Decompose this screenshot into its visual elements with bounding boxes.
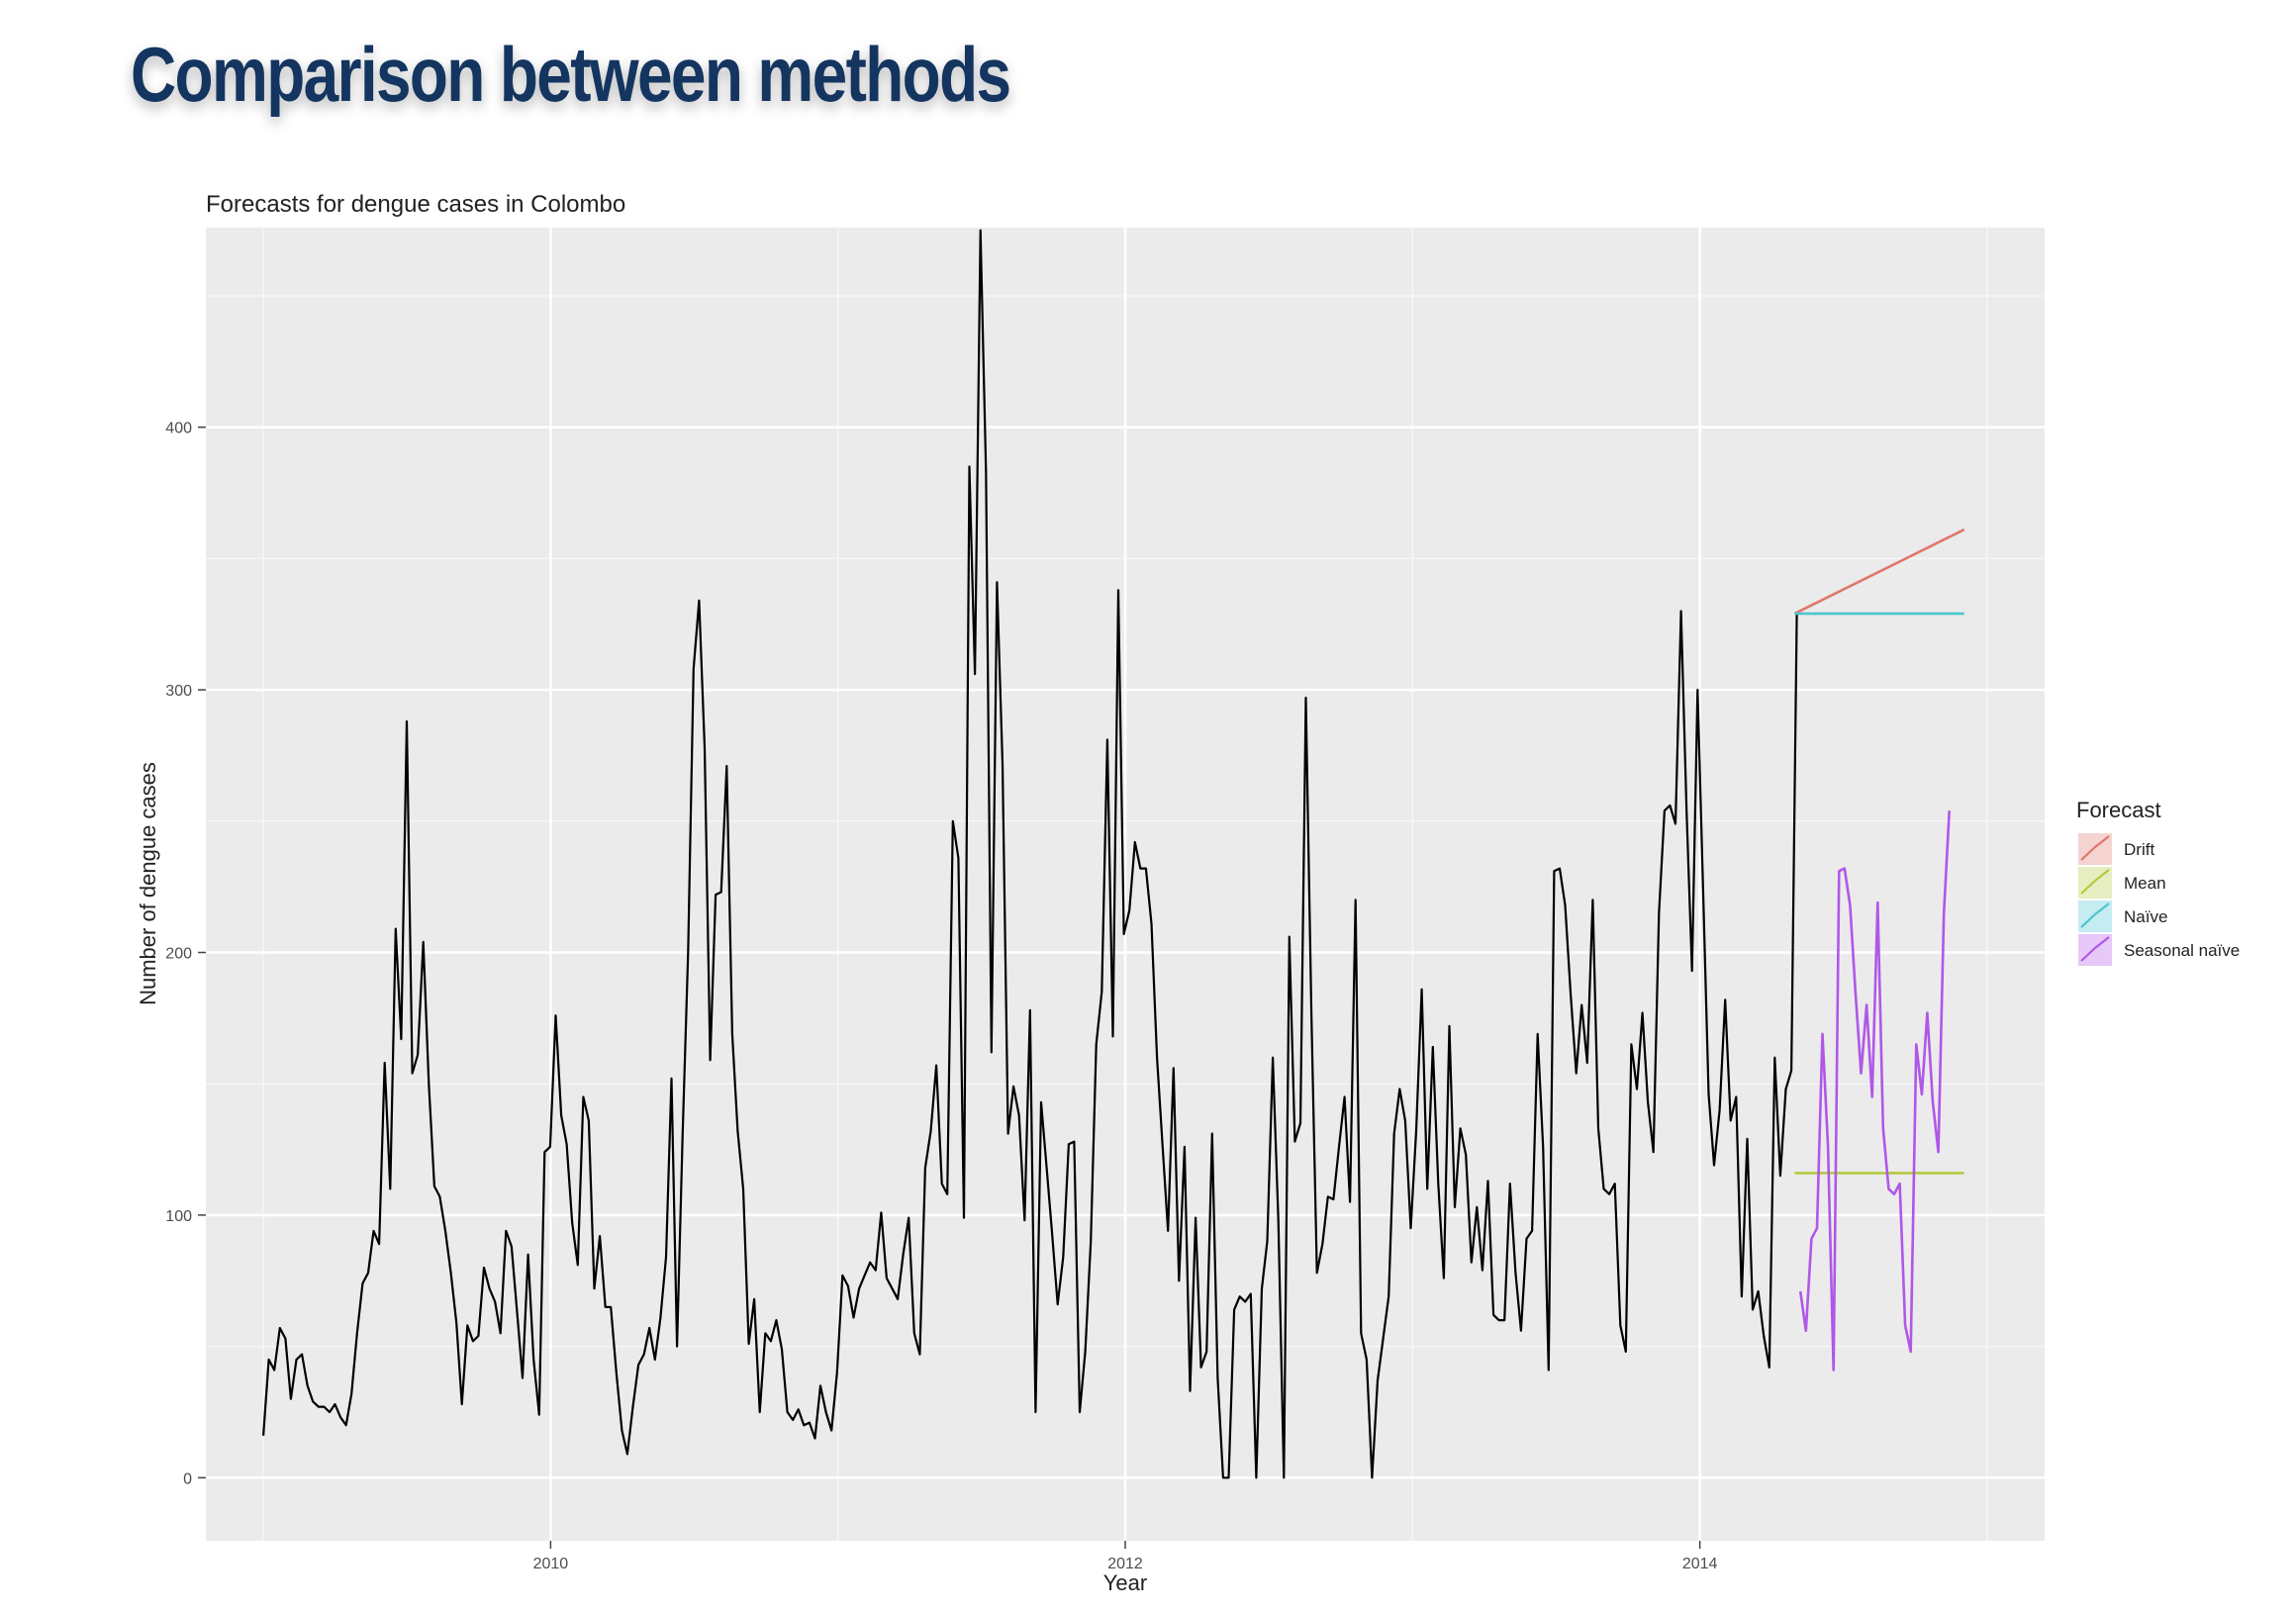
- legend-key-line: [2080, 835, 2110, 861]
- legend-item-na-ve: Naïve: [2078, 901, 2167, 932]
- y-tick-label: 400: [165, 421, 192, 437]
- y-tick-label: 100: [165, 1208, 192, 1225]
- series-line-drift: [1793, 528, 1965, 616]
- x-tick-label: 2012: [1107, 1556, 1143, 1572]
- legend-label-seasonal-na-ve: Seasonal naïve: [2124, 941, 2240, 960]
- x-axis-ticks: 2010 2012 2014: [533, 1541, 1718, 1572]
- y-tick-label: 200: [165, 946, 192, 963]
- legend-key-line: [2080, 902, 2110, 928]
- chart-title: Forecasts for dengue cases in Colombo: [206, 191, 625, 218]
- legend-key-line: [2080, 869, 2110, 895]
- legend-label-na-ve: Naïve: [2124, 907, 2167, 926]
- x-tick-label: 2014: [1682, 1556, 1718, 1572]
- series-layer: [262, 229, 1965, 1479]
- legend-title: Forecast: [2076, 798, 2161, 822]
- legend-key-line: [2080, 936, 2110, 962]
- y-tick-label: 300: [165, 683, 192, 700]
- major-gridlines: [206, 228, 2045, 1541]
- x-axis-label: Year: [1103, 1570, 1147, 1595]
- legend-label-drift: Drift: [2124, 840, 2154, 859]
- slide-title: Comparison between methods: [131, 31, 1011, 118]
- y-tick-label: 0: [183, 1471, 192, 1487]
- y-axis-ticks: 0 100 200 300 400: [165, 421, 206, 1487]
- legend-label-mean: Mean: [2124, 874, 2166, 893]
- legend-item-mean: Mean: [2078, 867, 2166, 899]
- legend-item-drift: Drift: [2078, 833, 2154, 865]
- series-line-observed: [262, 229, 1798, 1479]
- x-tick-label: 2010: [533, 1556, 569, 1572]
- legend: Forecast Drift Mean Naïve Seasonal naïve: [2076, 798, 2240, 966]
- y-axis-label: Number of dengue cases: [136, 762, 160, 1005]
- series-line-seasonal-na-ve: [1798, 810, 1951, 1372]
- legend-item-seasonal-na-ve: Seasonal naïve: [2078, 934, 2240, 966]
